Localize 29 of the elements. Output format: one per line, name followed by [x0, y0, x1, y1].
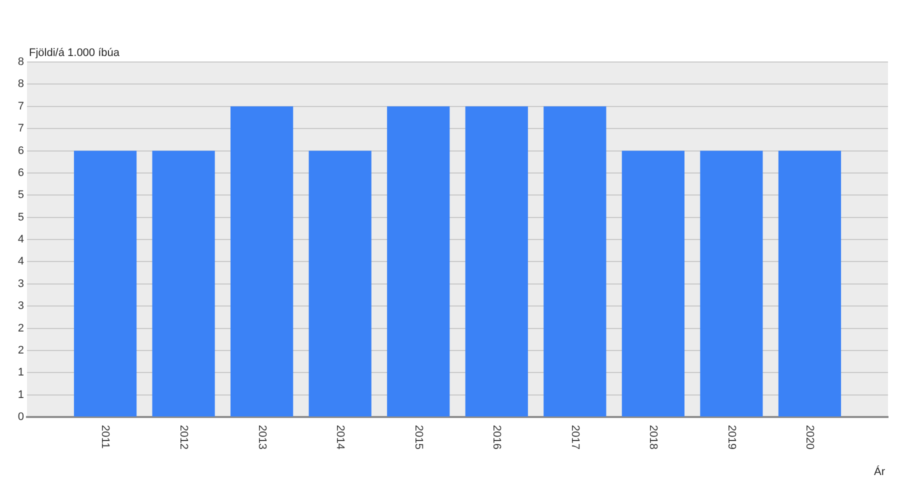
y-tick-label: 8: [18, 78, 24, 90]
x-tick-label: 2018: [647, 425, 660, 450]
y-tick-label: 7: [18, 100, 24, 112]
y-tick-label: 3: [18, 300, 24, 312]
y-axis-title: Fjöldi/á 1.000 íbúa: [29, 47, 120, 60]
x-tick-label: 2014: [334, 425, 346, 450]
y-tick-label: 2: [18, 322, 24, 334]
x-tick-label: 2015: [412, 425, 424, 450]
y-tick-label: 8: [18, 56, 24, 68]
y-tick-label: 5: [18, 211, 24, 224]
y-tick-label: 6: [18, 166, 24, 179]
x-tick-label: 2012: [178, 425, 190, 450]
x-tick-label: 2013: [256, 425, 268, 450]
x-axis-title: Ár: [874, 465, 886, 478]
y-tick-label: 0: [18, 411, 24, 424]
y-tick-label: 4: [18, 234, 24, 246]
y-tick-label: 5: [18, 189, 24, 202]
x-tick-label: 2016: [490, 425, 503, 450]
y-tick-label: 2: [18, 344, 24, 356]
y-tick-label: 4: [18, 256, 24, 268]
y-tick-label: 1: [18, 388, 24, 401]
y-tick-label: 3: [18, 278, 24, 290]
y-tick-label: 6: [18, 144, 24, 157]
y-tick-label: 1: [18, 366, 24, 379]
y-tick-label: 7: [18, 122, 24, 135]
x-tick-label: 2019: [725, 425, 738, 450]
x-tick-label: 2011: [99, 425, 112, 449]
x-tick-label: 2017: [568, 425, 581, 450]
x-tick-label: 2020: [804, 425, 816, 450]
